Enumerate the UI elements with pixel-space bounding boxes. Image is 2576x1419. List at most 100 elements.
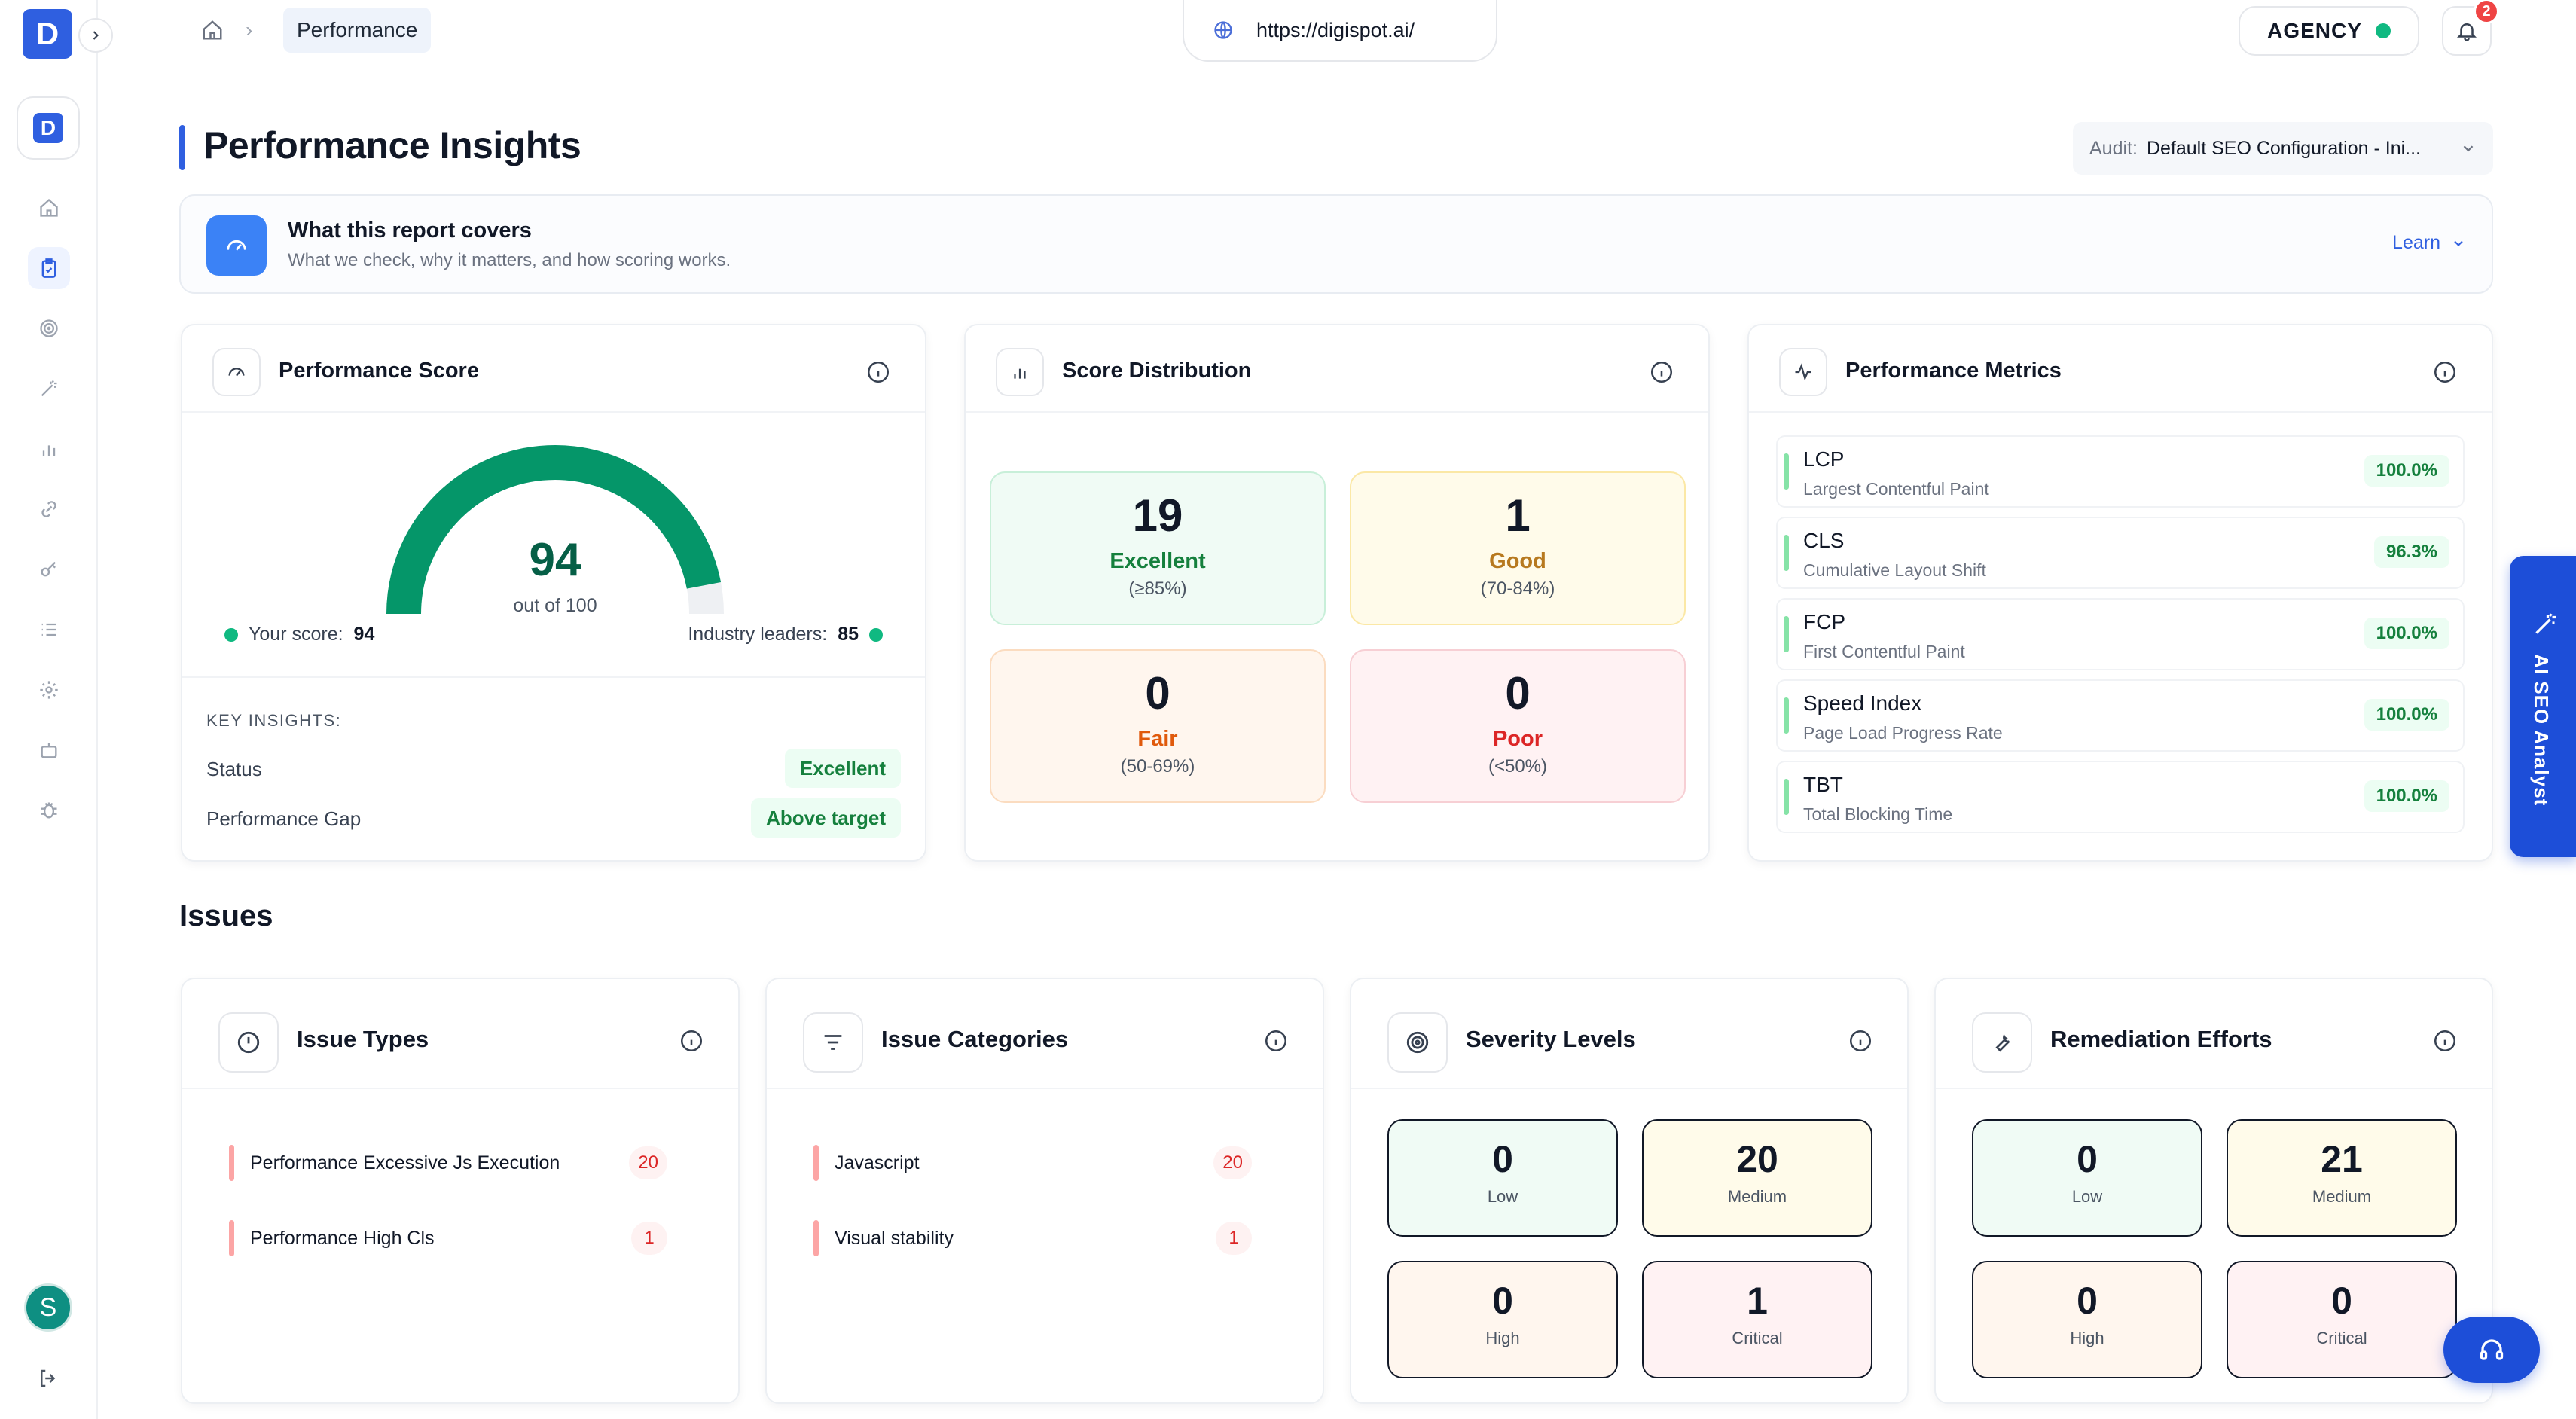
sidebar-item-lists[interactable]: [0, 607, 98, 652]
info-button[interactable]: [865, 359, 892, 386]
issue-row[interactable]: Performance Excessive Js Execution 20: [229, 1143, 667, 1182]
effort-tile-critical: 0 Critical: [2227, 1261, 2457, 1378]
brand-logo[interactable]: D: [23, 9, 72, 59]
metric-row-tbt[interactable]: TBT Total Blocking Time 100.0%: [1776, 761, 2465, 833]
category-row[interactable]: Visual stability 1: [813, 1219, 1252, 1258]
sidebar-item-bots[interactable]: [0, 728, 98, 773]
insight-row-gap: Performance Gap Above target: [206, 798, 901, 838]
tile-label: Low: [1487, 1187, 1518, 1206]
key-icon: [28, 548, 70, 590]
category-label: Javascript: [835, 1152, 920, 1173]
info-icon: [1849, 1030, 1872, 1052]
tile-count: 0: [1505, 668, 1531, 719]
metric-value: 96.3%: [2373, 536, 2449, 568]
sidebar-item-links[interactable]: [0, 487, 98, 532]
magic-wand-icon: [2529, 610, 2559, 640]
tile-label: Medium: [1727, 1187, 1787, 1206]
info-button[interactable]: [678, 1027, 705, 1054]
avatar[interactable]: S: [24, 1283, 72, 1332]
bar-chart-icon: [996, 348, 1044, 396]
card-header: Issue Categories: [767, 979, 1323, 1089]
tile-label: Good: [1489, 549, 1546, 573]
industry-leaders-value: 85: [838, 624, 859, 645]
your-score: Your score: 94: [224, 624, 374, 645]
report-covers-subtitle: What we check, why it matters, and how s…: [288, 250, 731, 270]
workspace-logo[interactable]: D: [17, 96, 80, 160]
chevron-down-icon: [2454, 240, 2463, 246]
sidebar-item-tools[interactable]: [0, 366, 98, 411]
sidebar-item-home[interactable]: [0, 185, 98, 230]
sidebar-collapse-button[interactable]: [78, 18, 113, 53]
info-button[interactable]: [2431, 1027, 2458, 1054]
score-comparison-row: Your score: 94 Industry leaders: 85: [224, 624, 883, 654]
robot-icon: [28, 729, 70, 771]
site-url: https://digispot.ai/: [1256, 18, 1415, 41]
issue-row[interactable]: Performance High Cls 1: [229, 1219, 667, 1258]
learn-label: Learn: [2392, 232, 2440, 253]
ai-seo-analyst-tab[interactable]: AI SEO Analyst: [2510, 556, 2576, 857]
card-header: Score Distribution: [966, 325, 1708, 413]
sidebar-item-settings[interactable]: [0, 667, 98, 713]
info-button[interactable]: [1262, 1027, 1290, 1054]
performance-metrics-card: Performance Metrics LCP Largest Contentf…: [1747, 324, 2493, 862]
breadcrumb-home[interactable]: [197, 15, 227, 45]
sidebar-item-target[interactable]: [0, 306, 98, 351]
breadcrumb-current[interactable]: Performance: [283, 8, 432, 53]
wrench-icon: [1972, 1012, 2032, 1073]
insight-value: Excellent: [784, 749, 901, 788]
issue-count-badge: 1: [631, 1222, 667, 1255]
performance-score-card: Performance Score 94 out of 100 Your sco…: [181, 324, 926, 862]
audit-select[interactable]: Audit: Default SEO Configuration - Ini..…: [2073, 122, 2493, 175]
metric-value: 100.0%: [2364, 455, 2449, 487]
severity-tile-high: 0 High: [1387, 1261, 1618, 1378]
home-icon: [203, 20, 222, 40]
info-button[interactable]: [1847, 1027, 1874, 1054]
sidebar-item-reports[interactable]: [0, 426, 98, 471]
effort-tile-medium: 21 Medium: [2227, 1119, 2457, 1237]
tile-count: 0: [1145, 668, 1170, 719]
info-icon: [1265, 1030, 1287, 1052]
metric-row-speed-index[interactable]: Speed Index Page Load Progress Rate 100.…: [1776, 679, 2465, 752]
insight-label: Status: [206, 758, 262, 780]
tile-label: Fair: [1137, 727, 1178, 751]
info-button[interactable]: [2431, 359, 2458, 386]
insight-row-status: Status Excellent: [206, 749, 901, 788]
notifications-button[interactable]: 2: [2442, 0, 2499, 56]
card-header: Issue Types: [182, 979, 738, 1089]
info-icon: [680, 1030, 703, 1052]
metric-row-fcp[interactable]: FCP First Contentful Paint 100.0%: [1776, 598, 2465, 670]
site-url-pill[interactable]: https://digispot.ai/: [1183, 0, 1497, 62]
card-title: Remediation Efforts: [2050, 1026, 2272, 1052]
card-title: Severity Levels: [1466, 1026, 1636, 1052]
info-button[interactable]: [1648, 359, 1675, 386]
card-title: Issue Types: [297, 1026, 429, 1052]
info-icon: [2434, 1030, 2456, 1052]
category-count-badge: 1: [1216, 1222, 1252, 1255]
tile-range: (50-69%): [1120, 756, 1195, 777]
metric-value: 100.0%: [2364, 618, 2449, 649]
metric-row-cls[interactable]: CLS Cumulative Layout Shift 96.3%: [1776, 517, 2465, 589]
sidebar-item-keywords[interactable]: [0, 547, 98, 592]
issue-label: Performance High Cls: [250, 1228, 435, 1249]
logout-button[interactable]: [30, 1360, 66, 1396]
tile-count: 0: [2331, 1280, 2352, 1322]
metric-status-bar: [1784, 616, 1789, 652]
plan-badge[interactable]: AGENCY: [2239, 6, 2419, 56]
category-row[interactable]: Javascript 20: [813, 1143, 1252, 1182]
divider: [182, 676, 925, 678]
metric-status-bar: [1784, 453, 1789, 490]
metric-status-bar: [1784, 779, 1789, 815]
filter-icon: [803, 1012, 863, 1073]
info-icon: [867, 361, 890, 383]
sidebar-item-audit[interactable]: [0, 246, 98, 291]
metric-row-lcp[interactable]: LCP Largest Contentful Paint 100.0%: [1776, 435, 2465, 508]
tile-label: Excellent: [1109, 549, 1206, 573]
card-header: Performance Score: [182, 325, 925, 413]
learn-toggle[interactable]: Learn: [2392, 232, 2466, 254]
tile-count: 19: [1132, 490, 1183, 541]
severity-tile-low: 0 Low: [1387, 1119, 1618, 1237]
sidebar-item-crawler[interactable]: [0, 788, 98, 833]
breadcrumb-separator: ›: [246, 18, 253, 41]
support-chat-button[interactable]: [2443, 1317, 2540, 1383]
report-covers-title: What this report covers: [288, 218, 532, 243]
